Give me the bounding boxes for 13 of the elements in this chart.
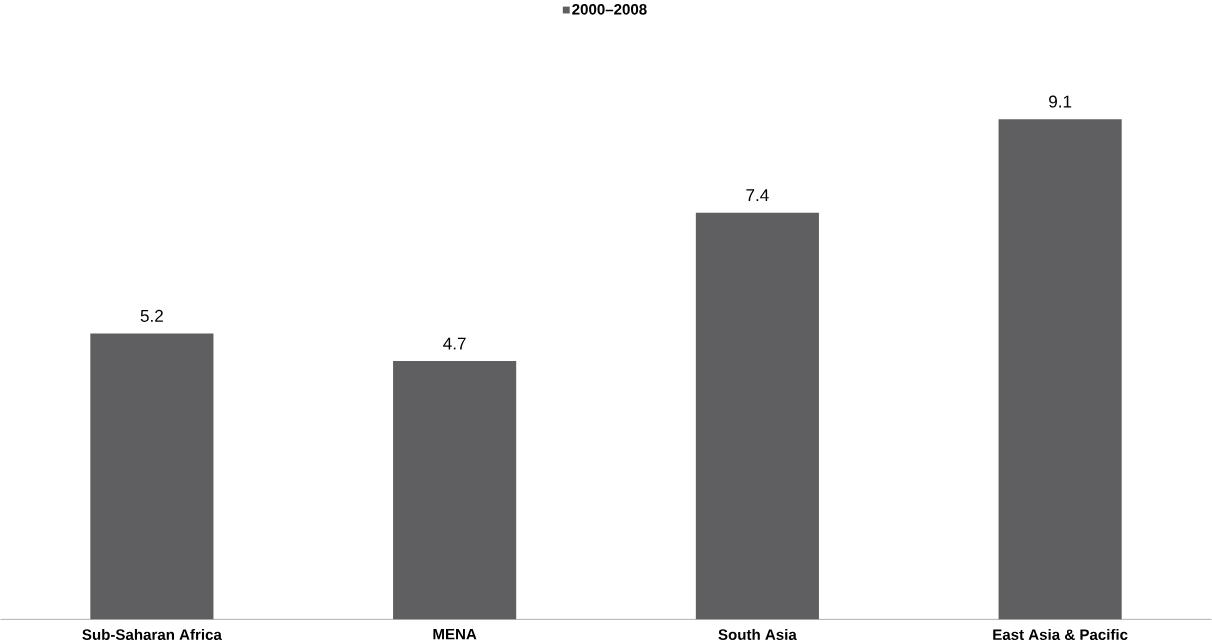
bar	[90, 333, 214, 620]
data-label: 5.2	[140, 309, 163, 322]
bar	[393, 360, 517, 620]
bar	[998, 119, 1122, 620]
data-label: 9.1	[1049, 95, 1072, 108]
data-label: 4.7	[443, 337, 466, 350]
x-tick-label: South Asia	[718, 628, 797, 640]
x-tick-label: MENA	[433, 628, 477, 640]
legend-label: 2000–2008	[572, 3, 647, 15]
data-label: 7.4	[746, 189, 769, 201]
x-tick-label: East Asia & Pacific	[993, 628, 1128, 640]
bar	[695, 212, 819, 620]
x-tick-label: Sub-Saharan Africa	[82, 628, 222, 640]
